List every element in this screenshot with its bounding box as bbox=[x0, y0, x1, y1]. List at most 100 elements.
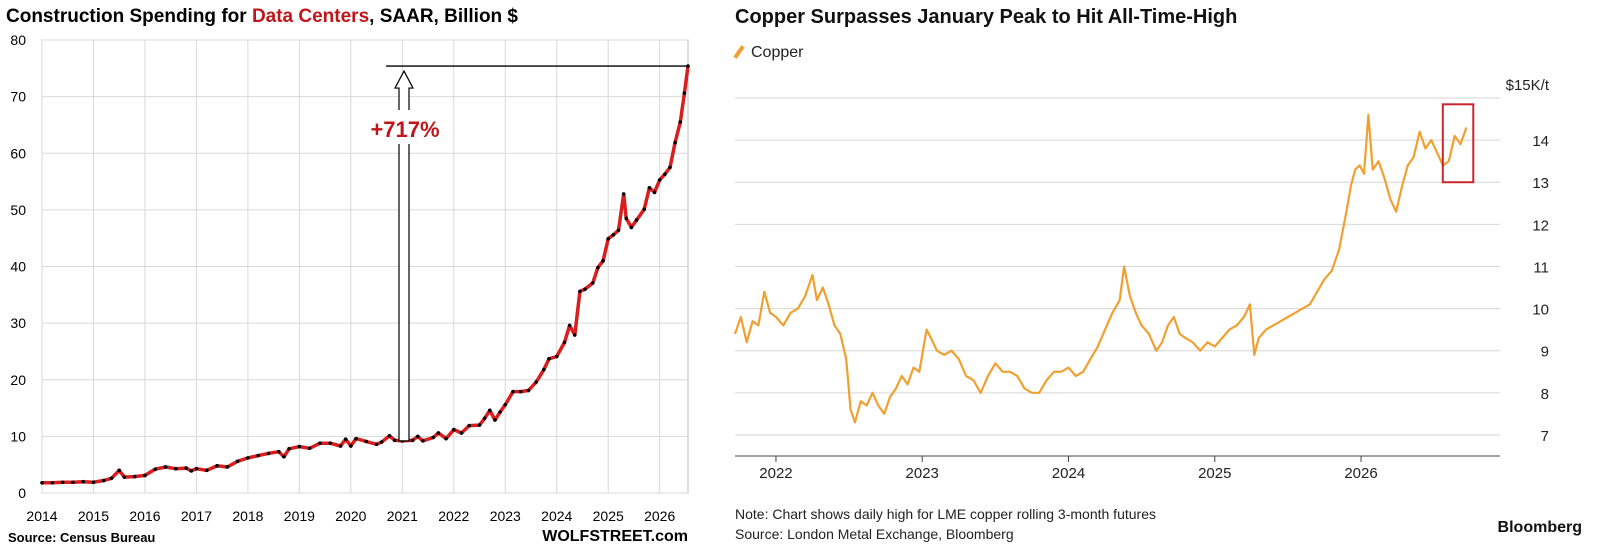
data-point bbox=[338, 444, 343, 448]
data-point bbox=[246, 456, 250, 460]
data-point bbox=[526, 388, 531, 393]
y-tick-label: 10 bbox=[1532, 302, 1549, 319]
x-tick-label: 2023 bbox=[906, 465, 939, 482]
data-point bbox=[122, 475, 127, 479]
data-point bbox=[194, 466, 199, 471]
data-point bbox=[601, 259, 605, 263]
data-point bbox=[354, 436, 358, 441]
data-point bbox=[678, 120, 683, 124]
data-point bbox=[163, 465, 168, 469]
data-point bbox=[493, 418, 497, 422]
x-tick-label: 2020 bbox=[335, 508, 366, 524]
right-source-note: Source: London Metal Exchange, Bloomberg bbox=[735, 526, 1014, 542]
x-tick-label: 2026 bbox=[644, 508, 675, 524]
y-tick-label: 10 bbox=[10, 428, 26, 444]
data-point bbox=[50, 481, 55, 485]
data-point bbox=[488, 408, 492, 413]
data-point bbox=[451, 427, 456, 432]
data-point bbox=[71, 480, 75, 485]
y-tick-label: 50 bbox=[10, 202, 26, 218]
y-tick-label: 14 bbox=[1532, 133, 1549, 150]
data-point bbox=[663, 172, 667, 177]
x-tick-label: 2014 bbox=[26, 508, 57, 524]
data-point bbox=[431, 435, 436, 440]
data-point bbox=[567, 323, 572, 328]
data-point bbox=[282, 454, 286, 459]
data-point bbox=[40, 481, 44, 485]
data-point bbox=[307, 446, 312, 451]
x-tick-label: 2015 bbox=[78, 508, 109, 524]
data-point bbox=[436, 431, 441, 435]
right-brand: Bloomberg bbox=[1497, 519, 1582, 536]
data-point bbox=[482, 416, 487, 421]
data-point bbox=[297, 444, 302, 449]
data-point bbox=[410, 438, 415, 443]
x-tick-label: 2017 bbox=[181, 508, 212, 524]
data-point bbox=[534, 380, 538, 384]
x-tick-label: 2022 bbox=[759, 465, 792, 482]
data-point bbox=[374, 442, 379, 447]
y-tick-label: 8 bbox=[1541, 386, 1549, 403]
data-point bbox=[657, 178, 662, 182]
right-chart-panel: Copper Surpasses January Peak to Hit All… bbox=[715, 0, 1600, 560]
y-tick-label: 70 bbox=[10, 89, 26, 105]
y-tick-label: 0 bbox=[18, 485, 26, 501]
data-point bbox=[578, 289, 582, 294]
y-tick-label: 30 bbox=[10, 315, 26, 331]
data-point bbox=[421, 439, 425, 443]
y-tick-label: 40 bbox=[10, 259, 26, 275]
y-tick-label: 60 bbox=[10, 145, 26, 161]
data-point bbox=[153, 467, 158, 472]
growth-percent-label: +717% bbox=[370, 117, 439, 142]
data-point bbox=[467, 423, 472, 428]
right-chart-title: Copper Surpasses January Peak to Hit All… bbox=[735, 6, 1238, 28]
y-tick-label: 13 bbox=[1532, 175, 1549, 192]
data-point bbox=[542, 367, 546, 372]
right-legend: Copper bbox=[733, 44, 804, 62]
y-tick-label: 80 bbox=[10, 32, 26, 48]
x-tick-label: 2022 bbox=[438, 508, 469, 524]
x-tick-label: 2023 bbox=[490, 508, 521, 524]
data-point bbox=[91, 480, 96, 485]
left-brand: WOLFSTREET.com bbox=[542, 528, 688, 545]
x-tick-label: 2021 bbox=[387, 508, 418, 524]
data-point bbox=[101, 478, 106, 483]
x-tick-label: 2026 bbox=[1344, 465, 1377, 482]
x-tick-label: 2024 bbox=[541, 508, 572, 524]
data-point bbox=[387, 434, 392, 438]
annotation-background bbox=[358, 110, 452, 144]
x-tick-label: 2025 bbox=[1198, 465, 1231, 482]
data-point bbox=[606, 236, 611, 241]
data-point bbox=[266, 451, 271, 456]
data-point bbox=[554, 354, 559, 359]
data-point bbox=[204, 468, 209, 473]
data-point bbox=[590, 281, 595, 285]
data-point bbox=[547, 356, 551, 361]
x-tick-label: 2016 bbox=[129, 508, 160, 524]
data-point bbox=[318, 441, 322, 445]
data-point bbox=[60, 480, 65, 485]
data-point bbox=[328, 441, 333, 445]
data-point bbox=[596, 265, 600, 270]
data-point bbox=[498, 410, 502, 414]
data-point bbox=[647, 185, 652, 190]
data-point bbox=[143, 473, 147, 478]
data-point bbox=[503, 402, 508, 407]
data-point bbox=[611, 232, 616, 237]
data-point bbox=[392, 438, 397, 443]
data-point bbox=[583, 287, 587, 291]
data-point bbox=[629, 225, 634, 230]
legend-label: Copper bbox=[751, 44, 804, 61]
y-tick-label: 9 bbox=[1541, 344, 1549, 361]
data-point bbox=[616, 228, 621, 233]
data-point bbox=[81, 479, 85, 484]
data-point bbox=[477, 423, 482, 427]
data-point bbox=[189, 469, 194, 473]
data-point bbox=[225, 465, 230, 469]
right-chart-note: Note: Chart shows daily high for LME cop… bbox=[735, 506, 1156, 522]
data-point bbox=[634, 218, 639, 222]
right-chart-plot: 7 8 9 10 11 12 13 14 $15K/t 2022 2023 2024 2025 2026 bbox=[733, 77, 1550, 482]
y-tick-label: 20 bbox=[10, 372, 26, 388]
y-tick-label: 7 bbox=[1541, 428, 1549, 445]
x-tick-label: 2025 bbox=[593, 508, 624, 524]
